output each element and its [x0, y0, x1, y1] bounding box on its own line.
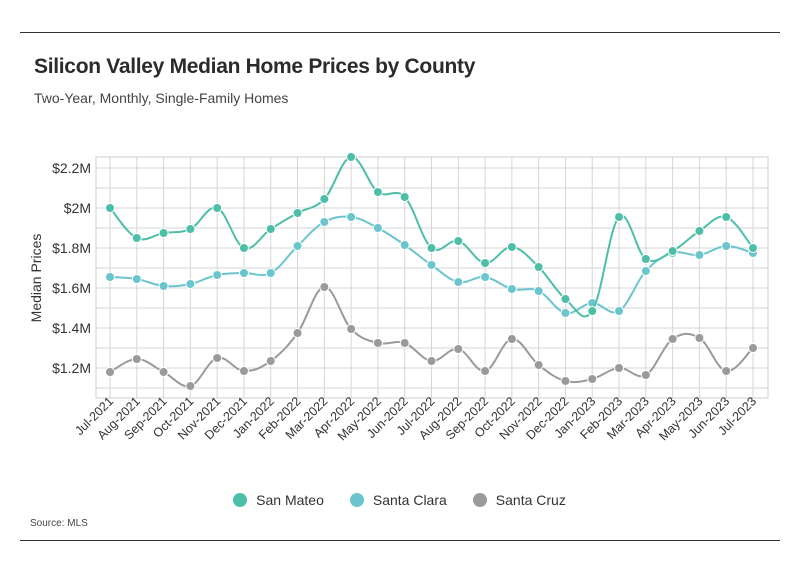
- plot-frame: [95, 156, 769, 399]
- legend-label-san-mateo: San Mateo: [256, 492, 324, 508]
- data-point-san-mateo: [185, 224, 196, 234]
- data-point-san-mateo: [694, 226, 705, 236]
- y-tick-label: $1.2M: [52, 360, 91, 376]
- legend-item-santa-cruz: Santa Cruz: [472, 492, 566, 508]
- data-point-santa-cruz: [614, 363, 625, 373]
- data-point-san-mateo: [667, 246, 678, 256]
- data-point-san-mateo: [506, 242, 517, 252]
- data-point-santa-clara: [105, 272, 115, 282]
- data-point-san-mateo: [346, 152, 357, 162]
- data-point-santa-cruz: [748, 343, 758, 353]
- data-point-santa-cruz: [587, 374, 598, 384]
- data-point-santa-clara: [721, 241, 732, 251]
- legend-swatch-santa-clara: [349, 493, 364, 507]
- y-axis-label: Median Prices: [28, 234, 44, 323]
- data-point-santa-cruz: [480, 366, 491, 376]
- data-point-san-mateo: [480, 258, 491, 268]
- data-point-santa-clara: [319, 217, 330, 227]
- legend-swatch-san-mateo: [233, 493, 248, 507]
- data-point-santa-cruz: [238, 366, 249, 376]
- data-point-santa-clara: [346, 212, 357, 222]
- data-point-santa-cruz: [105, 367, 115, 377]
- data-point-santa-cruz: [694, 333, 705, 343]
- data-point-san-mateo: [453, 236, 464, 246]
- data-point-santa-clara: [533, 286, 544, 296]
- data-point-santa-cruz: [667, 334, 678, 344]
- legend-label-santa-cruz: Santa Cruz: [495, 492, 566, 508]
- data-point-santa-cruz: [346, 324, 357, 334]
- source-note: Source: MLS: [30, 518, 88, 529]
- data-point-santa-clara: [212, 270, 223, 280]
- data-point-san-mateo: [426, 243, 437, 253]
- data-point-santa-cruz: [399, 338, 410, 348]
- data-point-santa-clara: [265, 268, 276, 278]
- data-point-santa-cruz: [640, 370, 651, 380]
- legend-item-san-mateo: San Mateo: [233, 492, 324, 508]
- data-point-san-mateo: [212, 203, 223, 213]
- data-point-san-mateo: [587, 306, 598, 316]
- legend: San Mateo Santa Clara Santa Cruz: [0, 492, 799, 508]
- data-point-santa-clara: [506, 284, 517, 294]
- data-point-santa-cruz: [721, 366, 732, 376]
- y-tick-label: $1.6M: [52, 280, 91, 296]
- y-tick-label: $1.8M: [52, 240, 91, 256]
- legend-item-santa-clara: Santa Clara: [349, 492, 447, 508]
- y-tick-label: $2.2M: [52, 160, 91, 176]
- data-point-santa-clara: [185, 279, 196, 289]
- data-point-santa-cruz: [372, 338, 383, 348]
- data-point-santa-clara: [560, 308, 571, 318]
- data-point-san-mateo: [238, 243, 249, 253]
- data-point-santa-cruz: [158, 367, 169, 377]
- data-point-santa-cruz: [265, 356, 276, 366]
- data-point-santa-clara: [238, 268, 249, 278]
- data-point-santa-cruz: [185, 381, 196, 391]
- data-point-santa-clara: [131, 274, 142, 284]
- y-tick-label: $2M: [64, 200, 91, 216]
- data-point-san-mateo: [614, 212, 625, 222]
- data-point-santa-cruz: [453, 344, 464, 354]
- bottom-rule: [20, 540, 780, 541]
- data-point-san-mateo: [292, 208, 303, 218]
- legend-label-santa-clara: Santa Clara: [372, 492, 447, 508]
- data-point-san-mateo: [533, 262, 544, 272]
- data-point-san-mateo: [131, 233, 142, 243]
- data-point-santa-cruz: [533, 360, 544, 370]
- data-point-san-mateo: [319, 194, 330, 204]
- data-point-santa-clara: [480, 272, 491, 282]
- data-point-san-mateo: [105, 203, 115, 213]
- data-point-santa-clara: [614, 306, 625, 316]
- data-point-santa-clara: [372, 223, 383, 233]
- data-point-santa-cruz: [292, 328, 303, 338]
- data-point-santa-clara: [399, 240, 410, 250]
- data-point-santa-clara: [158, 281, 169, 291]
- data-point-santa-cruz: [212, 353, 223, 363]
- data-point-san-mateo: [721, 212, 732, 222]
- data-point-santa-clara: [640, 266, 651, 276]
- data-point-san-mateo: [640, 254, 651, 264]
- data-point-san-mateo: [265, 224, 276, 234]
- data-point-san-mateo: [158, 228, 169, 238]
- chart-subtitle: Two-Year, Monthly, Single-Family Homes: [34, 90, 289, 106]
- data-point-santa-cruz: [560, 376, 571, 386]
- data-point-santa-cruz: [426, 356, 437, 366]
- data-point-santa-clara: [426, 260, 437, 270]
- data-point-san-mateo: [560, 294, 571, 304]
- data-point-san-mateo: [372, 187, 383, 197]
- y-tick-label: $1.4M: [52, 320, 91, 336]
- data-point-santa-cruz: [506, 334, 517, 344]
- data-point-santa-clara: [694, 250, 705, 260]
- data-point-santa-cruz: [131, 354, 142, 364]
- chart-title: Silicon Valley Median Home Prices by Cou…: [34, 55, 476, 78]
- data-point-santa-cruz: [319, 282, 330, 292]
- data-point-san-mateo: [399, 192, 410, 202]
- top-rule: [20, 32, 780, 33]
- legend-swatch-santa-cruz: [472, 493, 487, 507]
- data-point-santa-clara: [453, 277, 464, 287]
- data-point-santa-clara: [292, 241, 303, 251]
- data-point-san-mateo: [748, 243, 758, 253]
